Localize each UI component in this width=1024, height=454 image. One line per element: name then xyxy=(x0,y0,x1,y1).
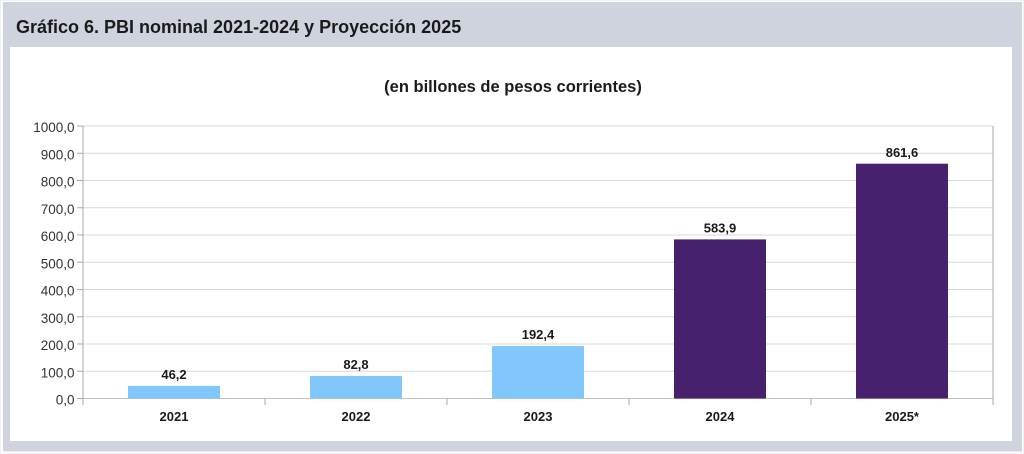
svg-text:600,0: 600,0 xyxy=(41,229,75,244)
svg-text:300,0: 300,0 xyxy=(41,311,75,326)
svg-text:583,9: 583,9 xyxy=(704,221,737,236)
svg-text:861,6: 861,6 xyxy=(886,145,919,160)
svg-text:192,4: 192,4 xyxy=(522,327,555,342)
svg-text:0,0: 0,0 xyxy=(56,393,75,408)
svg-text:1000,0: 1000,0 xyxy=(33,120,74,135)
svg-text:46,2: 46,2 xyxy=(161,367,186,382)
svg-text:2025*: 2025* xyxy=(885,409,920,424)
svg-text:800,0: 800,0 xyxy=(41,175,75,190)
svg-text:82,8: 82,8 xyxy=(343,357,368,372)
svg-text:(en billones de pesos corrient: (en billones de pesos corrientes) xyxy=(384,78,642,96)
svg-text:400,0: 400,0 xyxy=(41,284,75,299)
svg-text:500,0: 500,0 xyxy=(41,256,75,271)
svg-text:2021: 2021 xyxy=(160,409,189,424)
svg-text:Gráfico 6. PBI nominal 2021-20: Gráfico 6. PBI nominal 2021-2024 y Proye… xyxy=(16,17,461,37)
svg-text:100,0: 100,0 xyxy=(41,365,75,380)
svg-text:700,0: 700,0 xyxy=(41,202,75,217)
svg-text:900,0: 900,0 xyxy=(41,147,75,162)
svg-text:200,0: 200,0 xyxy=(41,338,75,353)
svg-text:2023: 2023 xyxy=(524,409,553,424)
svg-text:2022: 2022 xyxy=(342,409,371,424)
svg-text:2024: 2024 xyxy=(706,409,736,424)
